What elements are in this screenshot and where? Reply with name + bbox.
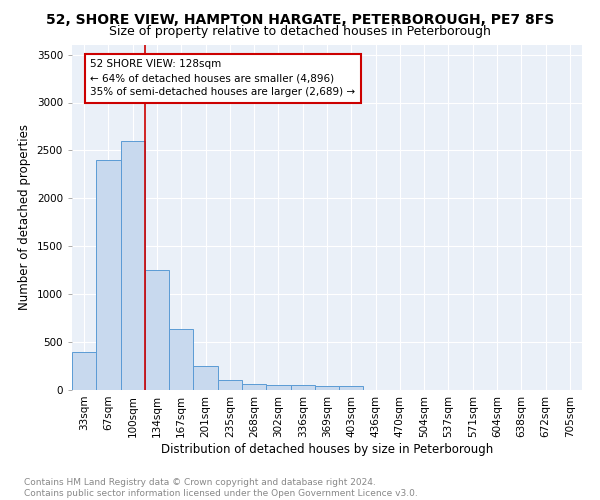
- Bar: [169, 328, 193, 390]
- Text: 52, SHORE VIEW, HAMPTON HARGATE, PETERBOROUGH, PE7 8FS: 52, SHORE VIEW, HAMPTON HARGATE, PETERBO…: [46, 12, 554, 26]
- Bar: [193, 366, 218, 390]
- Bar: [290, 385, 315, 390]
- X-axis label: Distribution of detached houses by size in Peterborough: Distribution of detached houses by size …: [161, 442, 493, 456]
- Bar: [145, 270, 169, 390]
- Y-axis label: Number of detached properties: Number of detached properties: [18, 124, 31, 310]
- Text: Size of property relative to detached houses in Peterborough: Size of property relative to detached ho…: [109, 25, 491, 38]
- Bar: [266, 384, 290, 390]
- Text: 52 SHORE VIEW: 128sqm
← 64% of detached houses are smaller (4,896)
35% of semi-d: 52 SHORE VIEW: 128sqm ← 64% of detached …: [90, 60, 355, 98]
- Bar: [242, 384, 266, 390]
- Bar: [218, 380, 242, 390]
- Bar: [72, 352, 96, 390]
- Bar: [121, 141, 145, 390]
- Bar: [96, 160, 121, 390]
- Text: Contains HM Land Registry data © Crown copyright and database right 2024.
Contai: Contains HM Land Registry data © Crown c…: [24, 478, 418, 498]
- Bar: [315, 386, 339, 390]
- Bar: [339, 386, 364, 390]
